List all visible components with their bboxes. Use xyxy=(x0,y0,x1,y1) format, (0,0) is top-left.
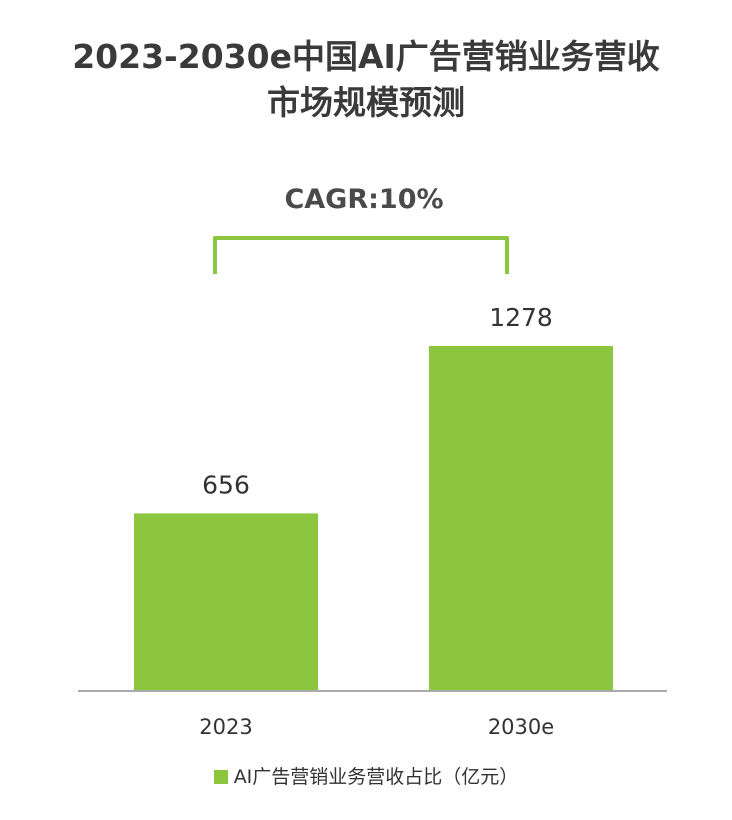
legend-swatch xyxy=(213,770,228,784)
cagr-bracket xyxy=(213,236,509,274)
legend-label: AI广告营销业务营收占比（亿元） xyxy=(233,766,519,788)
cagr-annotation: CAGR:10% xyxy=(284,184,443,215)
data-label-2030e: 1278 xyxy=(489,303,553,332)
bar-2030e xyxy=(429,346,613,690)
data-label-2023: 656 xyxy=(202,470,250,499)
bar-2023 xyxy=(134,513,318,690)
chart-title: 2023-2030e中国AI广告营销业务营收 市场规模预测 xyxy=(72,37,660,122)
chart-legend: AI广告营销业务营收占比（亿元） xyxy=(0,762,732,789)
x-tick-label-2023: 2023 xyxy=(199,715,252,739)
x-tick-label-2030e: 2030e xyxy=(488,715,554,739)
